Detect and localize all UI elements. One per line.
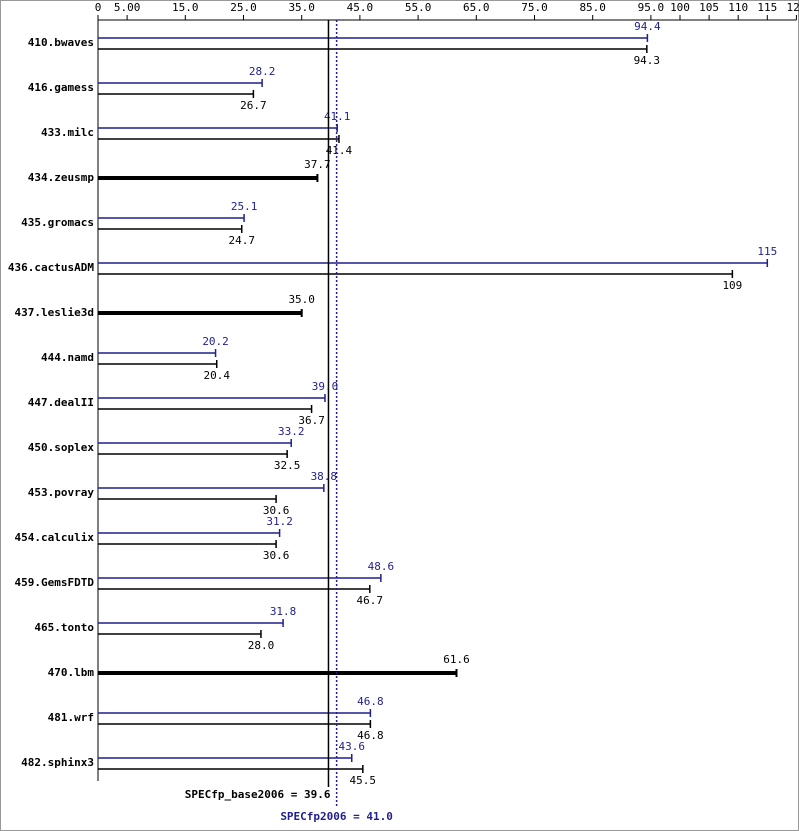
bar [98,309,303,317]
bar [98,495,277,503]
bar [98,585,371,593]
value-label: 32.5 [274,459,301,472]
reference-label: SPECfp_base2006 = 39.6 [185,788,331,801]
bar [98,669,458,677]
x-tick-label: 0 [95,1,102,14]
value-label: 35.0 [288,293,315,306]
x-tick-label: 5.00 [114,1,141,14]
value-label: 115 [757,245,777,258]
category-label: 437.leslie3d [15,306,94,319]
x-tick-label: 55.0 [405,1,432,14]
x-tick-label: 15.0 [172,1,199,14]
reference-label: SPECfp2006 = 41.0 [280,810,393,823]
x-tick-label: 75.0 [521,1,548,14]
bar [98,720,372,728]
bar [98,765,364,773]
bar [98,135,340,143]
value-label: 41.4 [326,144,353,157]
category-label: 444.namd [41,351,94,364]
bar [98,394,326,402]
value-label: 26.7 [240,99,267,112]
value-label: 43.6 [339,740,366,753]
bar [98,214,245,222]
bar [98,34,649,42]
x-tick-label: 95.0 [638,1,665,14]
value-label: 28.2 [249,65,276,78]
value-label: 31.8 [270,605,297,618]
bar [98,79,263,87]
bar [98,574,382,582]
bar [98,754,353,762]
x-tick-label: 65.0 [463,1,490,14]
category-label: 481.wrf [48,711,94,724]
value-label: 36.7 [298,414,325,427]
bar [98,405,313,413]
x-tick-label: 45.0 [347,1,374,14]
value-label: 39.0 [312,380,339,393]
bar [98,619,284,627]
category-label: 410.bwaves [28,36,94,49]
category-label: 482.sphinx3 [21,756,94,769]
value-label: 38.8 [311,470,338,483]
bar [98,484,325,492]
value-label: 20.2 [202,335,229,348]
bar [98,349,217,357]
bar [98,439,292,447]
value-label: 94.3 [634,54,661,67]
value-label: 37.7 [304,158,331,171]
value-label: 25.1 [231,200,258,213]
category-label: 459.GemsFDTD [15,576,95,589]
category-label: 433.milc [41,126,94,139]
bar [98,45,648,53]
bar [98,630,262,638]
bar [98,450,288,458]
bar [98,709,372,717]
bar [98,270,734,278]
category-label: 436.cactusADM [8,261,94,274]
value-label: 30.6 [263,549,290,562]
value-label: 61.6 [443,653,470,666]
x-tick-label: 85.0 [579,1,606,14]
x-tick-label: 110 [728,1,748,14]
value-label: 46.8 [357,695,384,708]
value-label: 109 [722,279,742,292]
value-label: 31.2 [266,515,293,528]
value-label: 20.4 [203,369,230,382]
bar [98,174,319,182]
x-tick-label: 120 [786,1,799,14]
x-tick-label: 35.0 [288,1,315,14]
value-label: 45.5 [350,774,377,787]
value-label: 28.0 [248,639,275,652]
value-label: 94.4 [634,20,661,33]
bar [98,225,243,233]
value-label: 46.8 [357,729,384,742]
value-label: 33.2 [278,425,305,438]
category-label: 416.gamess [28,81,94,94]
value-label: 46.7 [357,594,384,607]
category-label: 470.lbm [48,666,95,679]
value-label: 30.6 [263,504,290,517]
x-tick-label: 100 [670,1,690,14]
category-label: 435.gromacs [21,216,94,229]
value-label: 48.6 [368,560,395,573]
category-label: 447.dealII [28,396,94,409]
x-tick-label: 105 [699,1,719,14]
x-tick-label: 25.0 [230,1,257,14]
category-label: 453.povray [28,486,95,499]
category-label: 450.soplex [28,441,95,454]
value-label: 24.7 [229,234,256,247]
category-label: 454.calculix [15,531,95,544]
bar [98,259,769,267]
category-label: 434.zeusmp [28,171,95,184]
bar [98,529,281,537]
bar [98,360,218,368]
x-tick-label: 115 [757,1,777,14]
category-label: 465.tonto [34,621,94,634]
bar [98,90,255,98]
bar [98,540,277,548]
